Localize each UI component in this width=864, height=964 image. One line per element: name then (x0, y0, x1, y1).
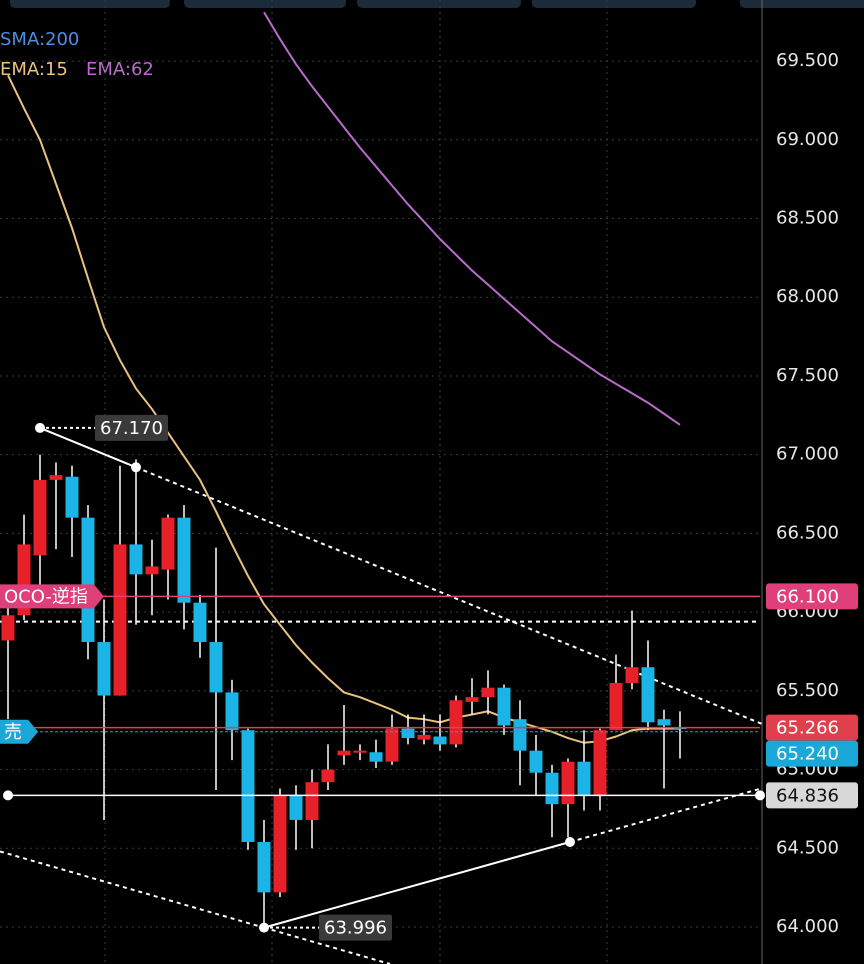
price-box (766, 583, 858, 610)
candle-body (97, 642, 111, 696)
candle-body (113, 544, 127, 696)
trendline-extension (135, 466, 763, 725)
price-label: 64.836 (776, 785, 839, 806)
candle-body (369, 752, 383, 762)
candle-body (625, 667, 639, 683)
candle-body (33, 479, 47, 556)
order-tag-shape (0, 584, 104, 609)
candle-body (161, 517, 175, 570)
vertical-grid (104, 0, 608, 964)
top-tabs (10, 0, 864, 8)
candle-body (225, 692, 239, 731)
y-tick-label: 69.000 (776, 129, 839, 150)
trendline-handle (565, 836, 575, 847)
annotation-box (95, 414, 168, 441)
tab[interactable] (532, 0, 696, 8)
order-tag-label: 売 (4, 722, 22, 743)
legend-entry: SMA:200 (0, 29, 79, 50)
candle-body (401, 728, 415, 739)
candle-body (337, 750, 351, 756)
y-tick-label: 69.500 (776, 50, 839, 71)
candle-body (193, 602, 207, 643)
y-tick-label: 67.000 (776, 444, 839, 465)
candle-body (593, 730, 607, 795)
indicator-line (7, 74, 680, 744)
price-line-handle (755, 790, 765, 801)
price-box (766, 714, 858, 741)
candle-body (465, 697, 479, 702)
trendline (0, 850, 265, 929)
candle-body (353, 750, 367, 753)
y-tick-label: 64.000 (776, 916, 839, 937)
candle-body (513, 719, 527, 751)
candle-body (657, 719, 671, 726)
candle-body (433, 736, 447, 745)
candle-body (609, 682, 623, 731)
y-tick-label: 66.500 (776, 522, 839, 543)
order-tag: OCO-逆指 (0, 584, 104, 609)
candle-body (177, 517, 191, 603)
candle-body (81, 517, 95, 643)
price-box (766, 740, 858, 767)
candle-body (273, 794, 287, 893)
legend-entry: EMA:15 (0, 59, 68, 80)
annotation-label: 63.996 (324, 918, 387, 939)
candle-body (321, 769, 335, 783)
annotation-label: 67.170 (100, 418, 163, 439)
candle-body (129, 544, 143, 575)
candle-body (289, 794, 303, 820)
candle-body (145, 566, 159, 575)
candle-body (241, 730, 255, 842)
candle-body (497, 687, 511, 726)
indicator-line (263, 11, 681, 426)
trendline-extension (569, 787, 763, 843)
candle-body (65, 476, 79, 518)
y-tick-label: 64.500 (776, 837, 839, 858)
annotation-box (319, 914, 392, 941)
trendline-handle (131, 462, 141, 473)
candle-body (545, 772, 559, 805)
candle-body (529, 750, 543, 773)
candle-body (577, 761, 591, 795)
y-tick-label: 65.500 (776, 680, 839, 701)
candle-body (209, 642, 223, 693)
price-box (766, 782, 858, 809)
price-label: 65.266 (776, 718, 839, 739)
tab[interactable] (184, 0, 346, 8)
legend-entry: EMA:62 (86, 59, 154, 80)
trendline (39, 426, 137, 469)
candle-body (385, 728, 399, 762)
tab[interactable] (357, 0, 521, 8)
y-tick-label: 67.500 (776, 365, 839, 386)
order-tag: 売 (0, 719, 38, 744)
candle-body (1, 615, 15, 641)
candle-body (305, 782, 319, 820)
candle-body (417, 734, 431, 740)
candle-body (257, 841, 271, 893)
candle-body (49, 475, 63, 480)
candle-body (449, 700, 463, 745)
price-label: 66.100 (776, 586, 839, 607)
candle-body (641, 667, 655, 723)
order-tag-shape (0, 719, 38, 744)
trendline-extension (263, 926, 391, 964)
candle-body (561, 761, 575, 805)
tab[interactable] (10, 0, 170, 8)
y-tick-label: 68.000 (776, 286, 839, 307)
y-tick-label: 68.500 (776, 208, 839, 229)
price-line-handle (3, 790, 13, 801)
trendline (263, 841, 571, 929)
tab[interactable] (740, 0, 864, 8)
candle-body (481, 687, 495, 698)
price-label: 65.240 (776, 744, 839, 765)
order-tag-label: OCO-逆指 (4, 586, 88, 607)
